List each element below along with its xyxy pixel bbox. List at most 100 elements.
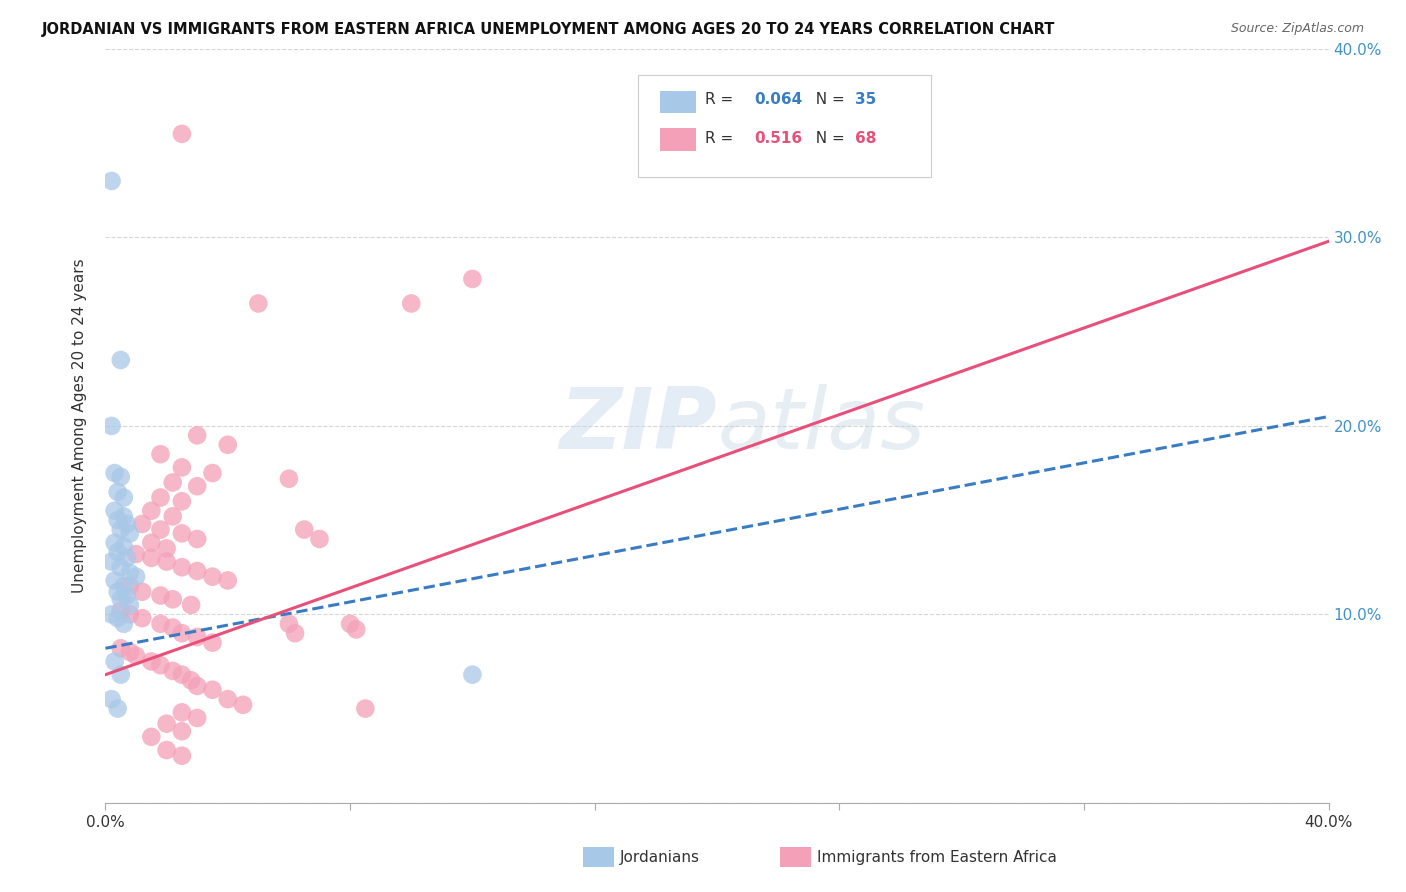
Point bbox=[118, 526, 141, 541]
Point bbox=[110, 560, 132, 574]
Point bbox=[110, 641, 132, 656]
FancyBboxPatch shape bbox=[659, 90, 696, 113]
Point bbox=[155, 743, 177, 757]
Point bbox=[141, 730, 163, 744]
Text: atlas: atlas bbox=[717, 384, 925, 467]
Point bbox=[162, 475, 184, 490]
Point bbox=[110, 667, 132, 681]
Point bbox=[354, 701, 377, 715]
Point bbox=[186, 679, 208, 693]
Point bbox=[110, 592, 132, 607]
Text: 0.064: 0.064 bbox=[754, 92, 801, 107]
Point bbox=[107, 584, 129, 599]
Point bbox=[100, 555, 122, 569]
Point bbox=[110, 523, 132, 537]
Point bbox=[292, 523, 315, 537]
Text: Jordanians: Jordanians bbox=[620, 850, 700, 864]
Point bbox=[141, 550, 163, 565]
Point bbox=[115, 589, 138, 603]
Text: R =: R = bbox=[704, 92, 738, 107]
Point bbox=[112, 579, 135, 593]
Text: Source: ZipAtlas.com: Source: ZipAtlas.com bbox=[1230, 22, 1364, 36]
Point bbox=[180, 598, 202, 612]
Y-axis label: Unemployment Among Ages 20 to 24 years: Unemployment Among Ages 20 to 24 years bbox=[72, 259, 87, 593]
Point bbox=[201, 466, 224, 480]
Point bbox=[112, 616, 135, 631]
Text: Immigrants from Eastern Africa: Immigrants from Eastern Africa bbox=[817, 850, 1057, 864]
Point bbox=[232, 698, 254, 712]
Point bbox=[149, 589, 172, 603]
Point bbox=[125, 648, 148, 663]
Point bbox=[107, 545, 129, 559]
Point bbox=[104, 466, 127, 480]
Point bbox=[277, 472, 299, 486]
Point bbox=[461, 272, 484, 286]
Point bbox=[104, 535, 127, 549]
Point bbox=[344, 623, 367, 637]
Point bbox=[186, 479, 208, 493]
Point bbox=[149, 523, 172, 537]
Point bbox=[284, 626, 307, 640]
Point bbox=[247, 296, 270, 310]
Point bbox=[112, 540, 135, 554]
Point bbox=[107, 513, 129, 527]
Point bbox=[115, 516, 138, 531]
Point bbox=[100, 419, 122, 434]
Point bbox=[107, 611, 129, 625]
Point bbox=[100, 692, 122, 706]
Point bbox=[104, 504, 127, 518]
Point bbox=[461, 667, 484, 681]
Point bbox=[110, 470, 132, 484]
Point bbox=[186, 630, 208, 644]
Point bbox=[186, 711, 208, 725]
Point bbox=[149, 491, 172, 505]
Text: 35: 35 bbox=[855, 92, 876, 107]
Point bbox=[155, 541, 177, 556]
Point bbox=[100, 174, 122, 188]
Point bbox=[162, 664, 184, 678]
Point bbox=[170, 724, 193, 739]
Point bbox=[162, 592, 184, 607]
Point bbox=[201, 682, 224, 697]
Point bbox=[162, 621, 184, 635]
Point bbox=[131, 584, 153, 599]
Point bbox=[141, 535, 163, 549]
Point bbox=[277, 616, 299, 631]
Point bbox=[170, 667, 193, 681]
Point bbox=[170, 706, 193, 720]
Point bbox=[149, 658, 172, 673]
Point bbox=[217, 692, 239, 706]
Point bbox=[118, 607, 141, 622]
Point bbox=[186, 532, 208, 546]
Point bbox=[107, 701, 129, 715]
Point bbox=[180, 673, 202, 688]
Point bbox=[201, 635, 224, 649]
Point bbox=[155, 716, 177, 731]
Point bbox=[399, 296, 422, 310]
Text: N =: N = bbox=[807, 92, 851, 107]
FancyBboxPatch shape bbox=[659, 128, 696, 151]
Point bbox=[131, 611, 153, 625]
Point bbox=[217, 438, 239, 452]
Point bbox=[170, 494, 193, 508]
Point bbox=[162, 509, 184, 524]
Point bbox=[170, 127, 193, 141]
Point bbox=[170, 526, 193, 541]
Text: 68: 68 bbox=[855, 130, 877, 145]
Point bbox=[155, 555, 177, 569]
Point bbox=[149, 447, 172, 461]
Text: ZIP: ZIP bbox=[560, 384, 717, 467]
Point bbox=[170, 626, 193, 640]
FancyBboxPatch shape bbox=[637, 76, 931, 178]
Point bbox=[125, 570, 148, 584]
Text: N =: N = bbox=[807, 130, 851, 145]
Point bbox=[186, 428, 208, 442]
Point bbox=[107, 484, 129, 499]
Point bbox=[110, 604, 132, 618]
Point bbox=[100, 607, 122, 622]
Point bbox=[131, 516, 153, 531]
Point bbox=[118, 645, 141, 659]
Point bbox=[170, 460, 193, 475]
Point bbox=[125, 547, 148, 561]
Point bbox=[141, 504, 163, 518]
